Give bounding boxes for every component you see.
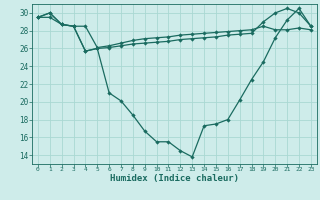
X-axis label: Humidex (Indice chaleur): Humidex (Indice chaleur) [110,174,239,183]
